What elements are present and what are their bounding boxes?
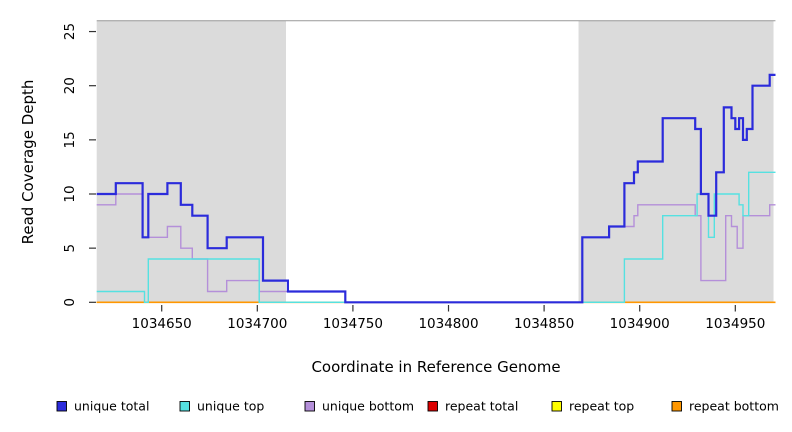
legend-swatch-unique-top xyxy=(179,401,190,412)
x-tick-label: 1034900 xyxy=(610,316,670,332)
shaded-region xyxy=(578,20,774,303)
x-tick-label: 1034800 xyxy=(418,316,478,332)
y-tick-label: 10 xyxy=(62,185,78,202)
shaded-region xyxy=(96,20,286,303)
series-unique-top xyxy=(96,171,776,303)
y-axis-title: Read Coverage Depth xyxy=(19,80,37,245)
legend-swatch-unique-total xyxy=(56,401,67,412)
x-tick-label: 1034850 xyxy=(514,316,574,332)
series-unique-total xyxy=(96,73,776,304)
y-tick-label: 0 xyxy=(62,298,78,307)
legend-label-unique-total: unique total xyxy=(74,399,149,414)
y-tick-label: 25 xyxy=(62,23,78,40)
x-tick-label: 1034700 xyxy=(227,316,287,332)
x-tick-label: 1034750 xyxy=(323,316,383,332)
x-tick-label: 1034650 xyxy=(132,316,192,332)
legend-label-repeat-bottom: repeat bottom xyxy=(689,399,779,414)
legend-swatch-repeat-bottom xyxy=(671,401,682,412)
legend-swatch-repeat-total xyxy=(427,401,438,412)
y-tick-label: 15 xyxy=(62,131,78,148)
x-tick-label: 1034950 xyxy=(705,316,765,332)
legend-swatch-repeat-top xyxy=(551,401,562,412)
legend-label-repeat-total: repeat total xyxy=(445,399,518,414)
legend-label-repeat-top: repeat top xyxy=(569,399,634,414)
y-tick-label: 20 xyxy=(62,77,78,94)
legend-label-unique-top: unique top xyxy=(197,399,264,414)
y-tick-label: 5 xyxy=(62,244,78,253)
legend-swatch-unique-bottom xyxy=(304,401,315,412)
legend-label-unique-bottom: unique bottom xyxy=(322,399,414,414)
x-axis-title: Coordinate in Reference Genome xyxy=(311,358,560,376)
